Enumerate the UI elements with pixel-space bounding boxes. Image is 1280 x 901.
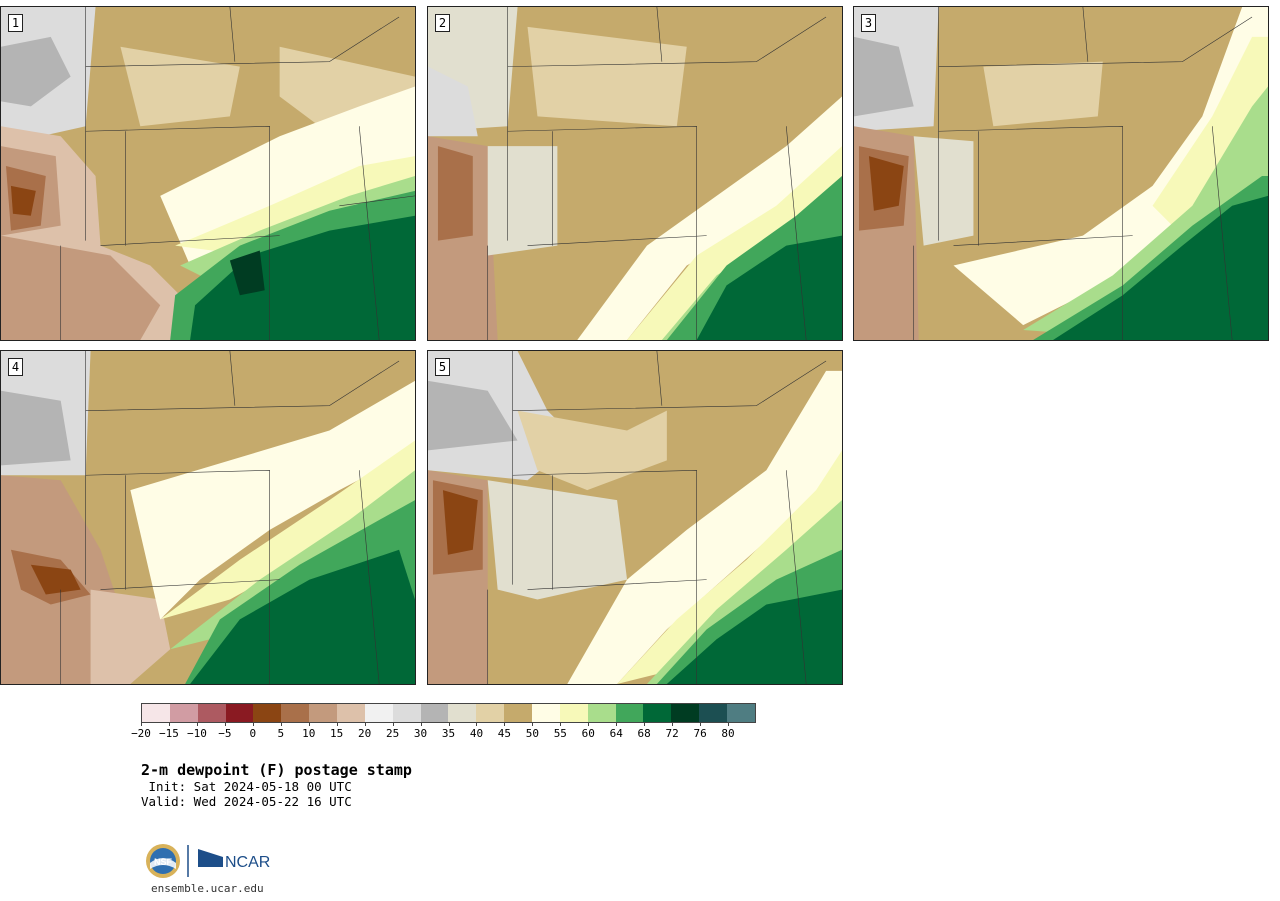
colorbar-tick-label: 0: [249, 727, 257, 740]
stamp-panel-5: 5: [427, 350, 843, 685]
dewpoint-map-3: [854, 7, 1268, 340]
colorbar-tick-label: 80: [721, 727, 735, 740]
colorbar-tick-label: 5: [277, 727, 285, 740]
colorbar-tick-mark: [141, 722, 142, 726]
colorbar-swatch: [281, 704, 310, 722]
panel-number: 1: [8, 14, 23, 32]
dewpoint-map-1: [1, 7, 415, 340]
colorbar-tick-mark: [700, 722, 702, 726]
colorbar-swatch: [532, 704, 560, 722]
dewpoint-map-2: [428, 7, 842, 340]
colorbar-tick-label: 55: [553, 727, 567, 740]
colorbar-tick-label: 50: [525, 727, 539, 740]
colorbar-swatch: [615, 704, 644, 722]
colorbar-tick-mark: [224, 722, 226, 726]
colorbar-swatch: [142, 704, 170, 722]
colorbar-swatch: [253, 704, 282, 722]
svg-text:NSF: NSF: [154, 857, 173, 867]
stamp-panel-4: 4: [0, 350, 416, 685]
colorbar-swatch: [699, 704, 728, 722]
stamp-panel-1: 1: [0, 6, 416, 341]
colorbar-swatch: [392, 704, 421, 722]
dewpoint-map-5: [428, 351, 842, 684]
colorbar-swatch: [420, 704, 449, 722]
colorbar-swatch: [587, 704, 616, 722]
colorbar-tick-label: −15: [159, 727, 179, 740]
colorbar-tick-mark: [252, 722, 254, 726]
panel-number: 4: [8, 358, 23, 376]
colorbar-swatch: [643, 704, 672, 722]
panel-number: 5: [435, 358, 450, 376]
colorbar-tick-label: −5: [218, 727, 232, 740]
ncar-logo-icon: NCAR: [198, 849, 270, 871]
colorbar-tick-label: −10: [186, 727, 207, 740]
colorbar-tick-mark: [308, 722, 310, 726]
colorbar-tick-mark: [448, 722, 450, 726]
colorbar-tick-label: 64: [609, 727, 623, 740]
colorbar-tick-label: 30: [413, 727, 428, 740]
colorbar-swatch: [169, 704, 198, 722]
colorbar-tick-label: 40: [469, 727, 484, 740]
colorbar-tick-mark: [728, 722, 730, 726]
sponsor-logos: NSF NCAR: [145, 843, 275, 883]
colorbar-tick-mark: [532, 722, 534, 726]
colorbar-tick-label: 76: [693, 727, 707, 740]
colorbar-swatch: [197, 704, 226, 722]
colorbar-tick-mark: [168, 722, 170, 726]
colorbar-tick-mark: [280, 722, 282, 726]
colorbar-tick-mark: [672, 722, 674, 726]
colorbar-swatch: [309, 704, 338, 722]
colorbar-tick-mark: [504, 722, 506, 726]
colorbar-tick-label: 20: [358, 727, 372, 740]
colorbar-tick-label: 45: [497, 727, 512, 740]
nsf-logo-icon: NSF: [146, 844, 180, 878]
colorbar-tick-mark: [364, 722, 366, 726]
colorbar-tick-label: 25: [385, 727, 400, 740]
colorbar-tick-mark: [616, 722, 618, 726]
product-title: 2-m dewpoint (F) postage stamp: [141, 761, 412, 779]
dewpoint-map-4: [1, 351, 415, 684]
init-time: Init: Sat 2024-05-18 00 UTC: [141, 779, 352, 794]
colorbar-swatch: [476, 704, 505, 722]
colorbar-tick-mark: [588, 722, 590, 726]
website-url: ensemble.ucar.edu: [151, 882, 264, 895]
colorbar-tick-mark: [392, 722, 394, 726]
colorbar-swatch: [504, 704, 533, 722]
colorbar-swatch: [671, 704, 700, 722]
colorbar-tick-label: 10: [302, 727, 316, 740]
colorbar-tick-mark: [476, 722, 478, 726]
colorbar-tick-mark: [336, 722, 338, 726]
colorbar-tick-label: 35: [441, 727, 456, 740]
colorbar-swatch: [559, 704, 588, 722]
colorbar-swatch: [225, 704, 254, 722]
colorbar-tick-label: 68: [637, 727, 651, 740]
panel-number: 2: [435, 14, 450, 32]
valid-time: Valid: Wed 2024-05-22 16 UTC: [141, 794, 352, 809]
stamp-panel-2: 2: [427, 6, 843, 341]
colorbar-tick-label: −20: [131, 727, 151, 740]
colorbar-swatch: [727, 704, 755, 722]
colorbar-ticks: −20 −15 −10 −5 0 5 10 15 20 25 30 35 40 45 50 55 60 64 68 7…: [131, 722, 756, 743]
colorbar-tick-label: 72: [665, 727, 679, 740]
colorbar-tick-mark: [420, 722, 422, 726]
dewpoint-colorbar: [141, 703, 756, 723]
colorbar-tick-mark: [196, 722, 198, 726]
colorbar-swatch: [337, 704, 365, 722]
stamp-panel-3: 3: [853, 6, 1269, 341]
svg-text:NCAR: NCAR: [225, 854, 270, 871]
colorbar-tick-label: 15: [330, 727, 344, 740]
colorbar-tick-mark: [644, 722, 646, 726]
panel-number: 3: [861, 14, 876, 32]
colorbar-tick-label: 60: [581, 727, 595, 740]
colorbar-swatch: [448, 704, 477, 722]
colorbar-swatch: [364, 704, 393, 722]
colorbar-tick-mark: [560, 722, 562, 726]
